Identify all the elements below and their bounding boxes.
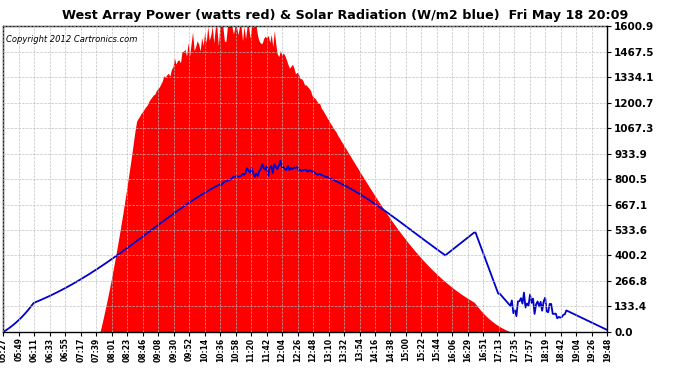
Text: West Array Power (watts red) & Solar Radiation (W/m2 blue)  Fri May 18 20:09: West Array Power (watts red) & Solar Rad… xyxy=(62,9,628,22)
Text: Copyright 2012 Cartronics.com: Copyright 2012 Cartronics.com xyxy=(6,35,138,44)
